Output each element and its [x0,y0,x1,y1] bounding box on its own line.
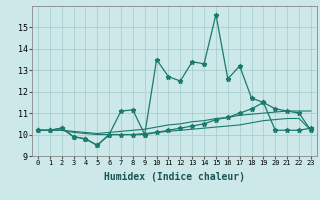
X-axis label: Humidex (Indice chaleur): Humidex (Indice chaleur) [104,172,245,182]
